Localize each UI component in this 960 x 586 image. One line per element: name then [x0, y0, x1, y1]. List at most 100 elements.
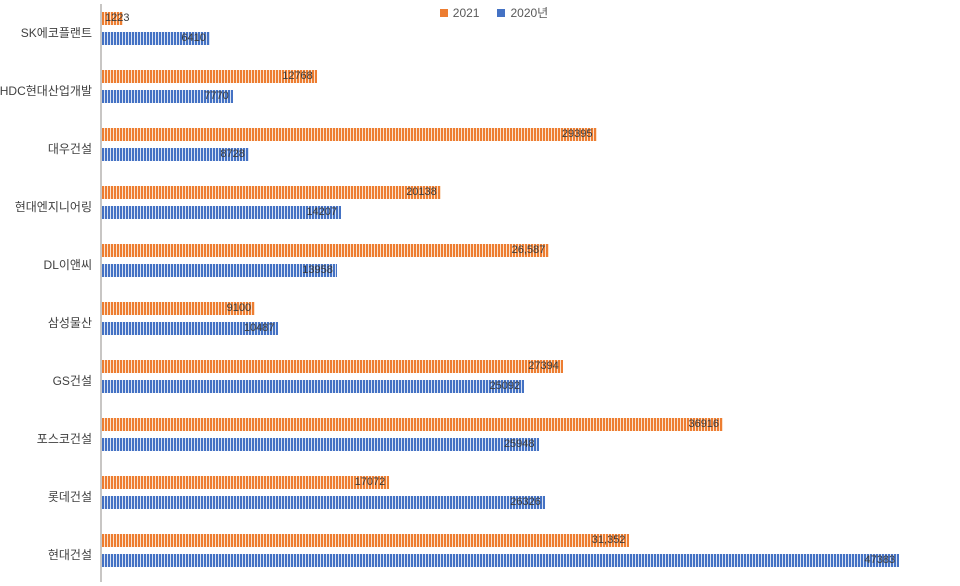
value-label: 8728	[220, 148, 245, 160]
bar-slot: 9100	[102, 302, 960, 315]
bar-2021	[102, 12, 123, 25]
bar-group: HDC현대산업개발 12768 7770	[0, 61, 960, 119]
bar-pair: 1223 6410	[100, 3, 960, 61]
bar-group: SK에코플랜트 1223 6410	[0, 3, 960, 61]
bar-2021	[102, 186, 441, 199]
value-label: 12768	[282, 70, 313, 82]
plot-area: SK에코플랜트 1223 6410 HDC현대산업개발 12768 7770 대우건설 293…	[0, 3, 960, 583]
value-label: 13958	[302, 264, 333, 276]
value-label: 26,587	[511, 244, 546, 256]
legend-swatch-2020	[497, 9, 506, 17]
bar-2020년	[102, 438, 539, 451]
bar-slot: 26326	[102, 496, 960, 509]
y-axis-line	[100, 4, 102, 582]
bar-2020년	[102, 264, 337, 277]
chart-legend: 2021 2020년	[14, 6, 960, 20]
category-label: 현대엔지니어링	[14, 199, 92, 214]
bar-pair: 20138 14207	[100, 177, 960, 235]
legend-swatch-2021	[439, 9, 448, 17]
bar-slot: 1223	[102, 12, 960, 25]
value-label: 10487	[243, 322, 275, 334]
bar-pair: 36916 25948	[100, 409, 960, 467]
bar-slot: 36916	[102, 418, 960, 431]
value-label: 1223	[105, 12, 130, 24]
value-label: 26326	[510, 496, 541, 508]
value-label: 17072	[354, 476, 386, 488]
bar-2020년	[102, 32, 210, 45]
bar-slot: 31,352	[102, 534, 960, 547]
value-label: 29395	[561, 128, 593, 140]
bar-slot: 25092	[102, 380, 960, 393]
bar-2020년	[102, 554, 900, 567]
bar-pair: 12768 7770	[100, 61, 960, 119]
bar-pair: 27394 25092	[100, 351, 960, 409]
value-label: 14207	[306, 206, 337, 218]
bar-slot: 13958	[102, 264, 960, 277]
value-label: 20138	[406, 186, 437, 198]
bar-2020년	[102, 148, 249, 161]
bar-pair: 17072 26326	[100, 467, 960, 525]
bar-pair: 26,587 13958	[100, 235, 960, 293]
bar-slot: 10487	[102, 322, 960, 335]
bar-group: 대우건설 29395 8728	[0, 119, 960, 177]
value-label: 25948	[503, 438, 535, 450]
bar-slot: 47383	[102, 554, 960, 567]
bar-2021	[102, 476, 390, 489]
category-label: 포스코건설	[36, 431, 92, 446]
bar-slot: 26,587	[102, 244, 960, 257]
value-label: 6410	[181, 32, 206, 44]
category-label: GS건설	[52, 373, 92, 388]
bar-slot: 29395	[102, 128, 960, 141]
legend-label-2020: 2020년	[510, 6, 549, 20]
bar-group: 현대엔지니어링 20138 14207	[0, 177, 960, 235]
value-label: 36916	[688, 418, 720, 430]
bar-2021	[102, 302, 256, 315]
category-label: HDC현대산업개발	[0, 83, 92, 98]
bar-group: GS건설 27394 25092	[0, 351, 960, 409]
bar-2021	[102, 418, 724, 431]
bar-slot: 20138	[102, 186, 960, 199]
value-label: 9100	[226, 302, 252, 314]
bar-slot: 14207	[102, 206, 960, 219]
bar-2020년	[102, 380, 525, 393]
bar-slot: 7770	[102, 90, 960, 103]
category-label: 삼성물산	[47, 315, 92, 330]
bar-2020년	[102, 322, 279, 335]
legend-item-2021: 2021	[439, 6, 480, 20]
bar-2021	[102, 128, 597, 141]
value-label: 7770	[204, 90, 229, 102]
category-label: SK에코플랜트	[20, 25, 92, 40]
bar-group: 삼성물산 9100 10487	[0, 293, 960, 351]
category-label: DL이앤씨	[43, 257, 92, 272]
bar-2021	[102, 70, 317, 83]
legend-label-2021: 2021	[452, 6, 480, 20]
category-label: 롯데건설	[47, 489, 92, 504]
bar-group: DL이앤씨 26,587 13958	[0, 235, 960, 293]
bar-pair: 9100 10487	[100, 293, 960, 351]
value-label: 25092	[489, 380, 521, 392]
bar-slot: 6410	[102, 32, 960, 45]
value-label: 31,352	[591, 534, 626, 546]
bar-2021	[102, 534, 630, 547]
bar-2020년	[102, 206, 341, 219]
bar-pair: 29395 8728	[100, 119, 960, 177]
value-label: 47383	[864, 554, 896, 566]
category-label: 대우건설	[47, 141, 92, 156]
bar-2021	[102, 244, 550, 257]
bar-slot: 25948	[102, 438, 960, 451]
category-label: 현대건설	[47, 547, 92, 562]
bar-group: 현대건설 31,352 47383	[0, 525, 960, 583]
bar-group: 롯데건설 17072 26326	[0, 467, 960, 525]
bar-slot: 27394	[102, 360, 960, 373]
bar-slot: 12768	[102, 70, 960, 83]
value-label: 27394	[528, 360, 559, 372]
bar-2021	[102, 360, 563, 373]
bar-2020년	[102, 496, 545, 509]
bar-slot: 8728	[102, 148, 960, 161]
bar-slot: 17072	[102, 476, 960, 489]
legend-item-2020: 2020년	[497, 6, 548, 20]
bar-group: 포스코건설 36916 25948	[0, 409, 960, 467]
bar-pair: 31,352 47383	[100, 525, 960, 583]
bar-2020년	[102, 90, 233, 103]
